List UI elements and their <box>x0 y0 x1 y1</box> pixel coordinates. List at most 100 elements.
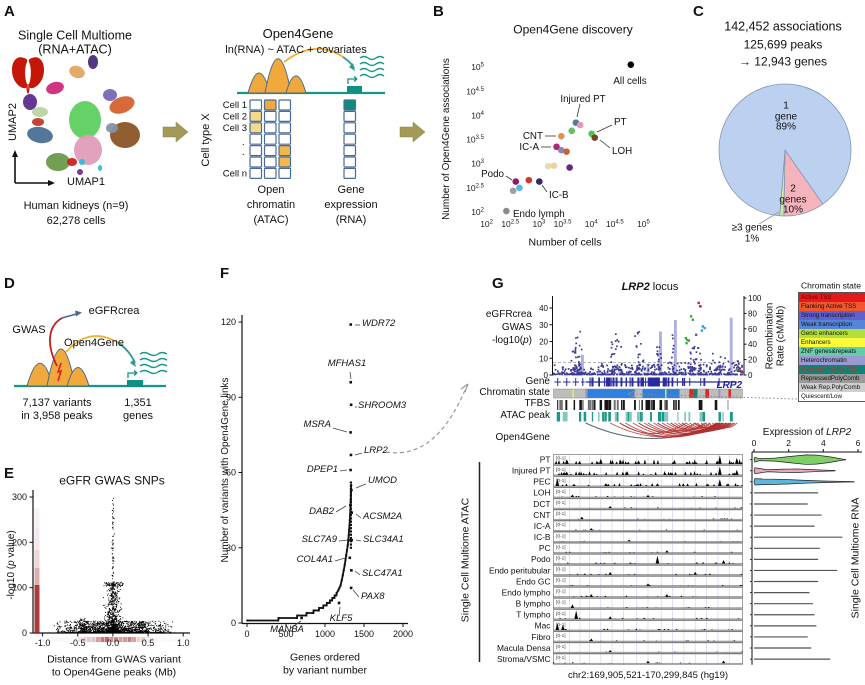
recomb-tick: 80 <box>748 309 757 318</box>
e-x-tick: 0.5 <box>142 638 155 648</box>
gene-label: ACSM2A <box>362 511 402 522</box>
cell-type-label: B lympho <box>516 599 551 609</box>
g-track-label-open4gene: Open4Gene <box>495 431 551 443</box>
g-atac-side-label: Single Cell Multiome ATAC <box>459 497 472 623</box>
cell-type-label: Endo lympho <box>502 587 551 597</box>
atac-peak-track <box>556 412 733 422</box>
point-label: LOH <box>612 146 632 157</box>
chromatin-legend-entry: Strong transcription <box>799 311 865 320</box>
gene-label: MFHAS1 <box>328 358 367 369</box>
right-flow-arrow-icon <box>399 121 426 143</box>
gwas-y-tick: 0 <box>544 371 549 380</box>
scatter-point <box>503 207 510 215</box>
g-track-label-gene: Gene <box>525 375 550 387</box>
a-caption-line1: Human kidneys (n=9) <box>23 200 129 213</box>
umap1-axis-label: UMAP1 <box>67 176 105 189</box>
f-x-tick: 500 <box>278 629 293 639</box>
e-x-tick: -1.0 <box>35 638 51 648</box>
point-label: CNT <box>523 131 543 142</box>
gene-label: PAX8 <box>361 591 385 602</box>
chromatin-legend-entry: ZNF genes&repeats <box>799 347 865 356</box>
scatter-point <box>553 143 560 151</box>
chromatin-legend-entry: RepressedPolyComb <box>799 374 865 383</box>
f-y-tick: 60 <box>226 468 236 478</box>
gene-label: MSRA <box>304 419 331 430</box>
chromatin-legend-entry: Genic enhancers <box>799 329 865 338</box>
gene-point <box>349 503 352 507</box>
gwas-y-tick: 40 <box>539 304 548 313</box>
track-range-tag: [0-1] <box>556 611 566 617</box>
umap2-axis-label: UMAP2 <box>7 103 20 141</box>
expression-violin <box>753 478 855 486</box>
g-gwas-axis-label1: eGFRcrea <box>485 308 532 320</box>
chromatin-legend-entry: Active TSS <box>799 293 865 302</box>
gene-label: WDR72 <box>362 318 396 329</box>
gene-label: SLC7A9 <box>302 534 338 545</box>
rna-column-label2: expression <box>324 199 378 212</box>
pie-slice-label-1gene: 1 gene 89% <box>774 100 798 133</box>
gene-label: DPEP1 <box>307 464 338 475</box>
chromatin-state-legend: Active TSS Flanking Active TSS Strong tran… <box>798 292 865 402</box>
d-genes-caption2: genes <box>123 410 153 423</box>
track-range-tag: [0-1] <box>556 578 566 584</box>
f-y-tick: 30 <box>226 543 236 553</box>
chromatin-legend-entry: Flanking Active TSS <box>799 302 865 311</box>
gene-point <box>350 488 353 492</box>
atac-signal-track: [0-1] Endo lympho <box>502 587 743 599</box>
atac-signal-track: [0-1] Stroma/VSMC <box>497 653 743 665</box>
gene-point <box>349 403 353 407</box>
atac-signal-track: [0-1] LOH <box>533 487 743 499</box>
gene-label: LRP2 <box>364 445 388 456</box>
scatter-point <box>509 187 517 195</box>
chromatin-legend-entry: Enhancers <box>799 338 865 347</box>
atac-column-label1: Open <box>257 184 285 197</box>
gene-point <box>350 569 353 572</box>
track-range-tag: [0-1] <box>556 555 566 561</box>
track-range-tag: [0-1] <box>556 467 566 473</box>
chromatin-legend-title: Chromatin state <box>801 280 861 291</box>
gene-point <box>350 538 353 542</box>
atac-signal-track: [0-1] Endo peritubular <box>489 565 743 576</box>
recomb-tick: 20 <box>748 356 757 365</box>
g-track-label-tfbs: TFBS <box>524 397 550 409</box>
log-tick-label: 104 <box>471 110 484 120</box>
track-range-tag: [0-1] <box>556 589 566 595</box>
d-variants-caption2: in 3,958 peaks <box>21 410 93 423</box>
atac-signal-track: [0-1] Endo GC <box>516 576 744 587</box>
gene-point <box>300 616 303 620</box>
e-density-rug <box>34 508 159 642</box>
cell-type-atac-tracks: [0-1]PT[0-1]Injured PT[0-1]PEC[0-1]LOH[0… <box>489 454 744 665</box>
gene-point <box>349 453 353 457</box>
g-gwas-axis-label2: GWAS <box>501 321 532 333</box>
scatter-point <box>512 178 520 185</box>
track-range-tag: [0-1] <box>556 500 566 506</box>
chromatin-legend-connector <box>626 390 798 400</box>
atac-signal-track: [0-1] IC-B <box>534 531 743 543</box>
scatter-point <box>563 148 570 155</box>
e-x-axis-label2: to Open4Gene peaks (Mb) <box>51 666 177 679</box>
b-y-axis-label: Number of Open4Gene associations <box>440 58 452 220</box>
b-title: Open4Gene discovery <box>513 22 633 37</box>
g-rna-side-label: Single Cell Multiome RNA <box>849 497 862 619</box>
gene-point <box>349 468 352 472</box>
log-tick-label: 103.5 <box>466 135 484 145</box>
e-x-axis-label1: Distance from GWAS variant <box>47 653 181 666</box>
cell-type-label: Injured PT <box>512 466 551 476</box>
gene-label: SLC34A1 <box>363 534 404 545</box>
atac-signal-track: [0-1] B lympho <box>516 598 743 610</box>
cell-type-label: LOH <box>533 488 550 498</box>
expr-x-tick: 0 <box>752 438 757 448</box>
cell-row-dots: · <box>242 139 245 150</box>
scatter-point <box>557 132 565 140</box>
umap-plot <box>23 55 140 175</box>
scatter-point <box>550 162 558 169</box>
cell-type-label: Endo GC <box>516 576 550 586</box>
track-range-tag: [0-1] <box>556 622 566 628</box>
f-x-axis-label2: by variant number <box>282 664 368 677</box>
gene-point <box>349 380 353 384</box>
f-x-tick: 1500 <box>354 629 374 639</box>
gene-point <box>337 601 341 605</box>
gwas-open4gene-schematic <box>14 310 168 388</box>
